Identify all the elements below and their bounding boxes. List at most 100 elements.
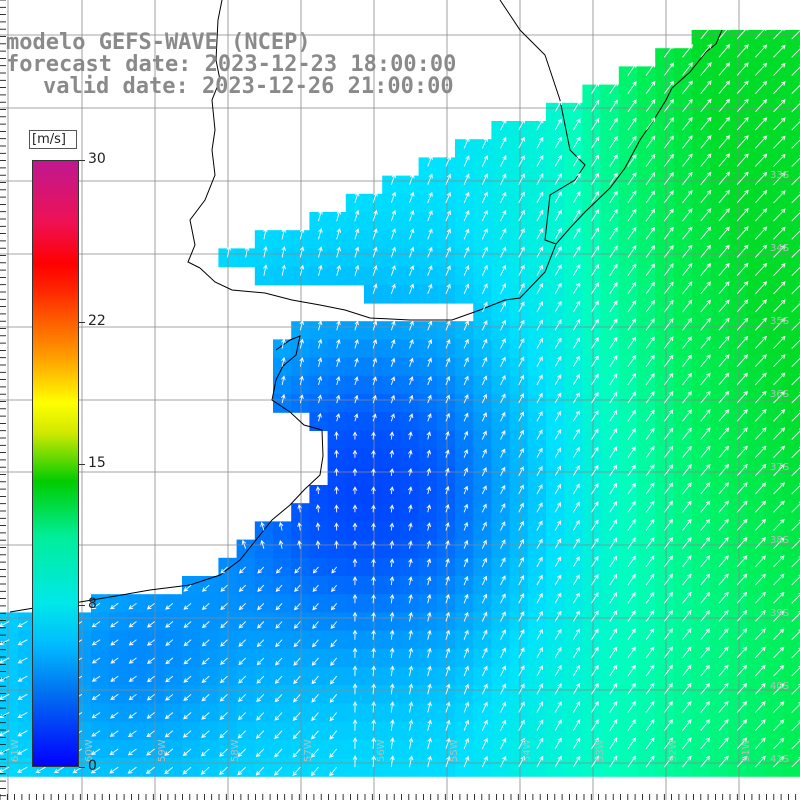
- wind-arrow: [773, 555, 785, 568]
- wave-cell: [364, 284, 383, 304]
- wave-cell: [418, 230, 438, 249]
- wind-arrow: [390, 719, 395, 731]
- wave-cell: [436, 594, 456, 613]
- wind-arrow: [354, 320, 359, 331]
- wind-arrow: [312, 566, 319, 574]
- wave-cell: [564, 394, 583, 413]
- wind-arrow: [463, 755, 470, 768]
- wind-arrow: [700, 262, 712, 276]
- wave-cell: [600, 248, 620, 268]
- wave-cell: [600, 230, 620, 249]
- colorbar-tick: [79, 767, 85, 768]
- wind-arrow: [572, 537, 580, 549]
- coastline: [199, 29, 723, 321]
- wind-arrow: [335, 413, 341, 422]
- wind-arrow: [554, 701, 562, 713]
- wave-cell: [200, 685, 219, 704]
- wind-arrow: [426, 504, 432, 513]
- wave-cell: [473, 284, 492, 304]
- wave-cell: [400, 412, 420, 431]
- wind-arrow: [736, 207, 749, 222]
- wind-arrow: [312, 603, 319, 611]
- wave-cell: [418, 703, 438, 723]
- wind-arrow: [294, 584, 301, 592]
- wave-cell: [509, 121, 529, 140]
- wind-arrow: [372, 320, 378, 331]
- wave-cell: [691, 102, 711, 122]
- wave-cell: [728, 339, 747, 359]
- wind-arrow: [718, 98, 731, 113]
- wind-arrow: [110, 657, 119, 664]
- wave-cell: [673, 448, 693, 468]
- wave-cell: [455, 648, 474, 668]
- wind-arrow: [536, 628, 543, 640]
- wave-cell: [400, 375, 420, 395]
- wind-arrow: [463, 137, 470, 149]
- wind-arrow: [463, 283, 470, 295]
- wave-cell: [345, 193, 365, 213]
- wind-arrow: [773, 683, 785, 695]
- wave-cell: [473, 503, 492, 522]
- wave-cell: [564, 448, 583, 468]
- wind-arrow: [352, 755, 358, 768]
- wave-cell: [527, 303, 547, 322]
- wave-cell: [345, 248, 365, 268]
- wave-cell: [345, 576, 365, 595]
- wind-arrow: [627, 208, 637, 222]
- wave-cell: [582, 721, 602, 741]
- wind-arrow: [17, 621, 28, 627]
- wave-cell: [527, 412, 547, 431]
- wind-arrow: [255, 766, 265, 776]
- wind-arrow: [645, 62, 656, 76]
- wind-arrow: [791, 264, 800, 277]
- wave-cell: [564, 266, 583, 286]
- wind-arrow: [445, 155, 452, 167]
- wind-arrow: [609, 482, 618, 495]
- wind-arrow: [201, 657, 210, 665]
- wind-arrow: [591, 154, 600, 167]
- wind-arrow: [463, 155, 470, 167]
- wave-cell: [691, 557, 711, 577]
- wind-arrow: [700, 445, 711, 458]
- wave-cell: [600, 339, 620, 359]
- wave-cell: [655, 321, 674, 340]
- wave-cell: [637, 739, 656, 759]
- wind-arrow: [754, 409, 767, 422]
- wind-arrow: [445, 629, 451, 640]
- wave-cell: [400, 485, 420, 504]
- wind-arrow: [280, 393, 286, 404]
- wind-arrow: [627, 373, 637, 386]
- wind-arrow: [627, 464, 636, 477]
- wave-cell: [618, 212, 638, 231]
- wave-cell: [273, 394, 292, 413]
- wind-arrow: [330, 584, 338, 593]
- wind-arrow: [554, 447, 562, 458]
- wind-arrow: [315, 504, 321, 513]
- wave-cell: [637, 357, 656, 377]
- wave-cell: [527, 375, 547, 395]
- wave-cell: [473, 557, 492, 577]
- wind-arrow: [572, 154, 581, 167]
- wind-arrow: [330, 603, 338, 611]
- wave-cell: [345, 721, 365, 741]
- wave-cell: [655, 539, 674, 559]
- wave-cell: [582, 321, 602, 340]
- wave-cell: [764, 503, 784, 522]
- wind-arrow: [663, 500, 674, 513]
- wind-arrow: [536, 411, 543, 422]
- wind-arrow: [201, 675, 210, 684]
- wind-arrow: [317, 320, 323, 331]
- wave-cell: [709, 394, 729, 413]
- wind-arrow: [700, 390, 711, 404]
- wave-cell: [200, 721, 219, 741]
- wind-arrow: [718, 189, 731, 204]
- wind-arrow: [445, 228, 451, 240]
- wind-arrow: [183, 693, 192, 702]
- wind-arrow: [682, 135, 693, 149]
- wave-cell: [673, 230, 693, 249]
- wave-cell: [364, 485, 383, 504]
- wind-arrow: [773, 591, 785, 604]
- wave-cell: [655, 594, 674, 613]
- wind-arrow: [371, 576, 376, 586]
- wave-cell: [327, 539, 347, 559]
